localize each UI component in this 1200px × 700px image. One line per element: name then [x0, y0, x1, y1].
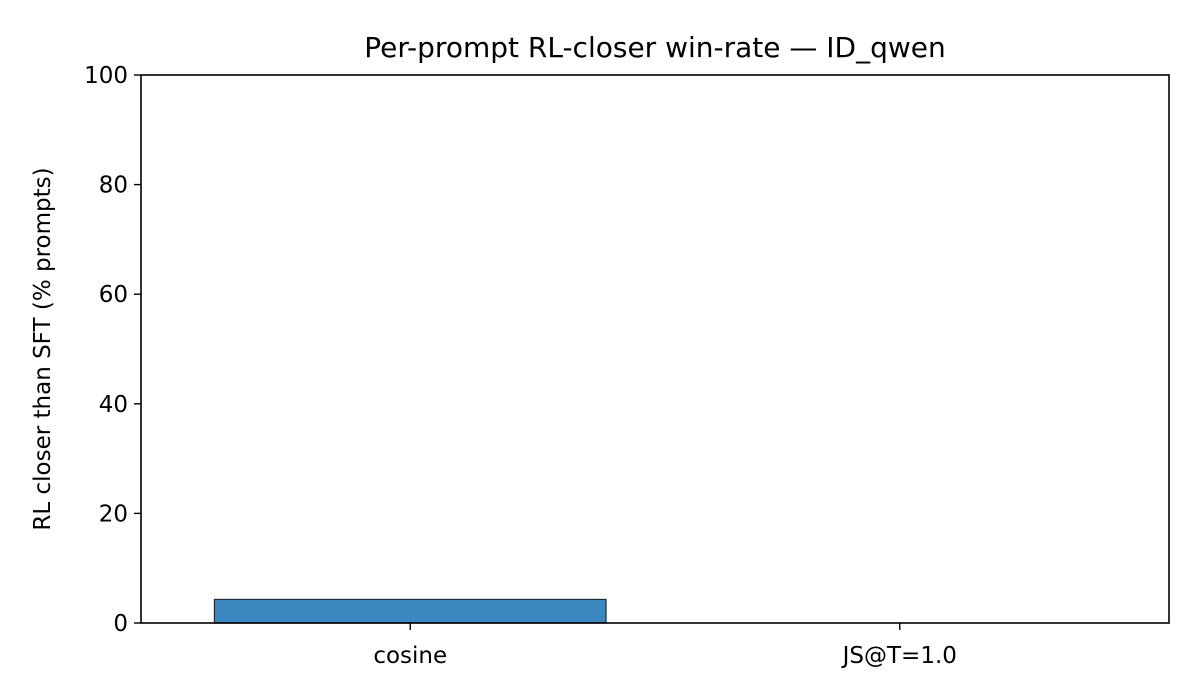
- x-tick-label-1: JS@T=1.0: [841, 643, 957, 669]
- x-tick-label-0: cosine: [373, 643, 447, 669]
- bar-0: [213, 598, 607, 624]
- y-tick-label-0: 0: [113, 611, 128, 637]
- bars-group: [213, 598, 607, 624]
- y-tick-label-2: 40: [99, 392, 128, 418]
- y-tick-label-3: 60: [99, 282, 128, 308]
- y-tick-label-1: 20: [99, 501, 128, 527]
- y-axis-ticks: 0 20 40 60 80 100: [84, 63, 141, 637]
- chart-title: Per-prompt RL-closer win-rate — ID_qwen: [364, 31, 946, 64]
- x-axis-ticks: cosine JS@T=1.0: [373, 623, 957, 669]
- y-tick-label-4: 80: [99, 173, 128, 199]
- y-axis-label: RL closer than SFT (% prompts): [30, 167, 56, 530]
- y-tick-label-5: 100: [84, 63, 128, 89]
- plot-frame: [140, 74, 1170, 624]
